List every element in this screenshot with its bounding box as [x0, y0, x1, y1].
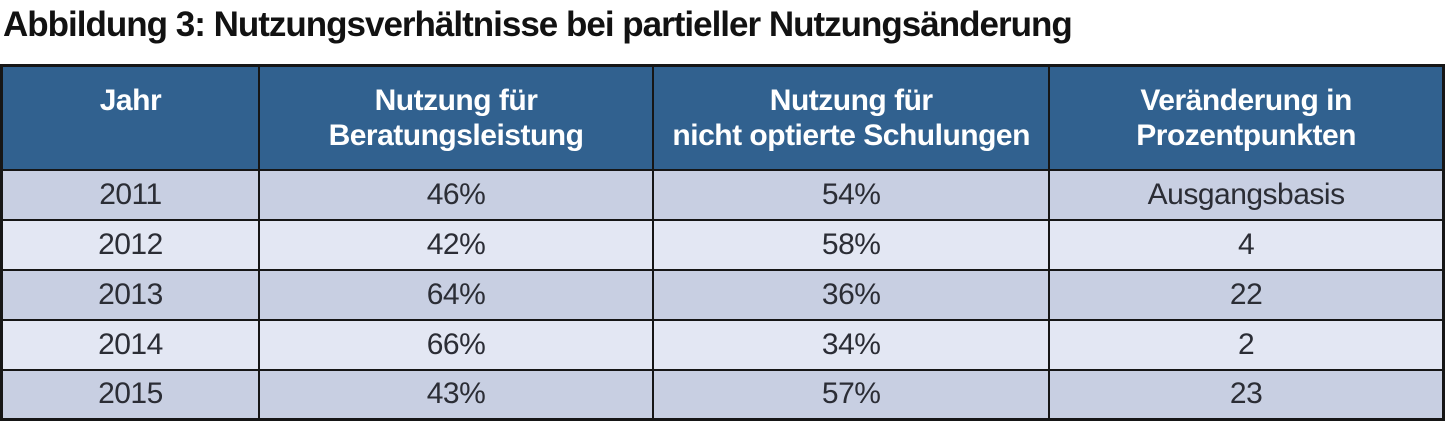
- table-row-2015: 2015 43% 57% 23: [0, 368, 1445, 421]
- cell-jahr: 2011: [0, 168, 260, 221]
- table-row-2011: 2011 46% 54% Ausgangsbasis: [0, 168, 1445, 221]
- cell-veraenderung: 22: [1048, 268, 1445, 321]
- column-header-veraenderung: Veränderung in Prozentpunkten: [1048, 64, 1445, 171]
- cell-beratung: 43%: [257, 368, 655, 421]
- header-row: Jahr Nutzung für Beratungsleistung Nutzu…: [0, 64, 1445, 171]
- figure-title: Abbildung 3: Nutzungsverhältnisse bei pa…: [3, 5, 1073, 44]
- cell-beratung: 46%: [257, 168, 655, 221]
- column-header-jahr: Jahr: [0, 64, 260, 171]
- cell-beratung: 66%: [257, 318, 655, 371]
- table-body: 2011 46% 54% Ausgangsbasis 2012 42% 58% …: [0, 168, 1445, 421]
- data-table: Jahr Nutzung für Beratungsleistung Nutzu…: [0, 64, 1445, 421]
- column-header-beratungsleistung: Nutzung für Beratungsleistung: [257, 64, 655, 171]
- cell-beratung: 42%: [257, 218, 655, 271]
- cell-veraenderung: Ausgangsbasis: [1048, 168, 1445, 221]
- cell-veraenderung: 2: [1048, 318, 1445, 371]
- cell-schulungen: 34%: [652, 318, 1051, 371]
- column-header-schulungen: Nutzung für nicht optierte Schulungen: [652, 64, 1051, 171]
- table-row-2013: 2013 64% 36% 22: [0, 268, 1445, 321]
- cell-schulungen: 58%: [652, 218, 1051, 271]
- cell-veraenderung: 4: [1048, 218, 1445, 271]
- cell-jahr: 2013: [0, 268, 260, 321]
- cell-jahr: 2015: [0, 368, 260, 421]
- table-row-2014: 2014 66% 34% 2: [0, 318, 1445, 371]
- cell-beratung: 64%: [257, 268, 655, 321]
- table-row-2012: 2012 42% 58% 4: [0, 218, 1445, 271]
- cell-schulungen: 36%: [652, 268, 1051, 321]
- table-header: Jahr Nutzung für Beratungsleistung Nutzu…: [0, 64, 1445, 171]
- cell-jahr: 2012: [0, 218, 260, 271]
- cell-veraenderung: 23: [1048, 368, 1445, 421]
- cell-schulungen: 57%: [652, 368, 1051, 421]
- cell-jahr: 2014: [0, 318, 260, 371]
- cell-schulungen: 54%: [652, 168, 1051, 221]
